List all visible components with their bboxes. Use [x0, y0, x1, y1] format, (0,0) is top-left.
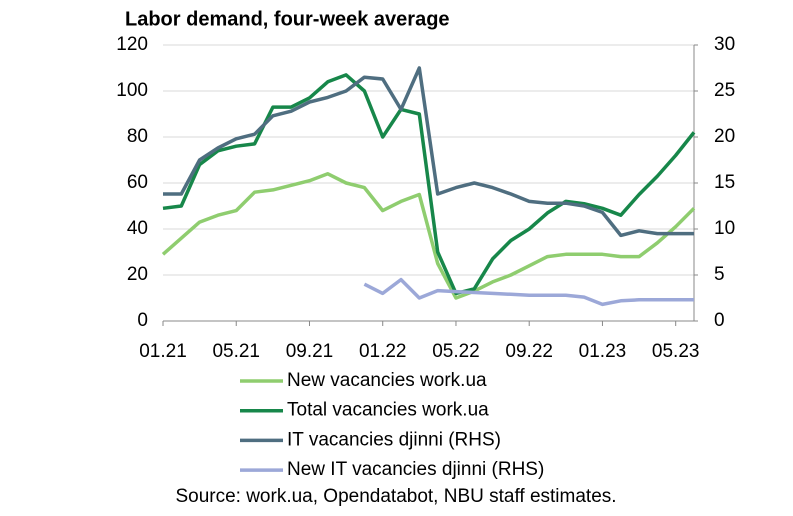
- y-tick-label: 120: [116, 34, 148, 55]
- y2-tick-label: 15: [714, 172, 735, 193]
- y-tick-label: 20: [127, 264, 148, 285]
- y2-tick-label: 5: [714, 264, 725, 285]
- x-tick-label: 09.22: [505, 341, 553, 362]
- series-line: [162, 73, 696, 296]
- chart-title: Labor demand, four-week average: [125, 8, 450, 30]
- x-tick-label: 05.23: [652, 341, 700, 362]
- y2-tick-label: 25: [714, 80, 735, 101]
- y-tick-label: 80: [127, 126, 148, 147]
- x-tick-label: 09.21: [286, 341, 334, 362]
- y2-tick-label: 10: [714, 218, 735, 239]
- x-tick-label: 05.22: [432, 341, 480, 362]
- x-tick-label: 01.21: [139, 341, 187, 362]
- series-line: [163, 66, 694, 238]
- legend-label: New vacancies work.ua: [287, 370, 487, 391]
- x-tick-label: 01.22: [359, 341, 407, 362]
- legend-label: New IT vacancies djinni (RHS): [287, 459, 544, 480]
- y2-tick-label: 20: [714, 126, 735, 147]
- y-tick-label: 60: [127, 172, 148, 193]
- series-line: [161, 172, 696, 300]
- y2-tick-label: 30: [714, 34, 735, 55]
- y-tick-label: 40: [127, 218, 148, 239]
- y-tick-label: 100: [116, 80, 148, 101]
- x-tick-label: 05.21: [212, 341, 260, 362]
- y2-tick-label: 0: [714, 310, 725, 331]
- legend-label: IT vacancies djinni (RHS): [287, 429, 501, 450]
- series-line: [363, 277, 694, 307]
- legend-label: Total vacancies work.ua: [287, 400, 489, 421]
- y-tick-label: 0: [137, 310, 148, 331]
- x-tick-label: 01.23: [579, 341, 627, 362]
- source-note: Source: work.ua, Opendatabot, NBU staff …: [175, 486, 616, 507]
